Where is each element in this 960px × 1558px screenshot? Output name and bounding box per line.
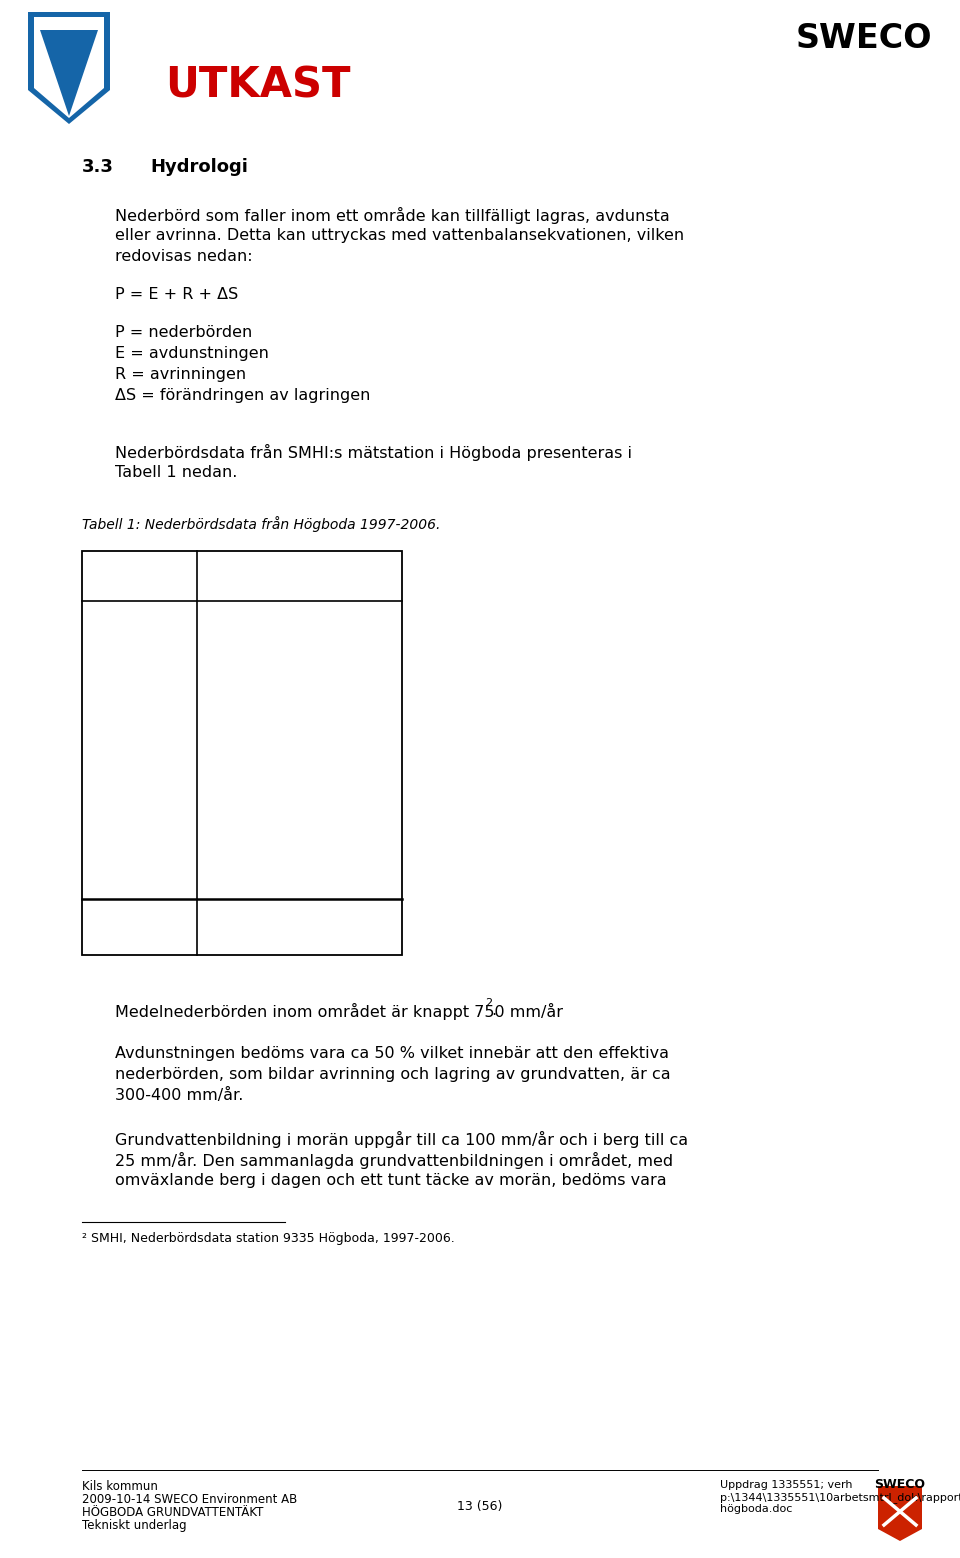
Text: ΔS = förändringen av lagringen: ΔS = förändringen av lagringen [115, 388, 371, 404]
Text: Tekniskt underlag: Tekniskt underlag [82, 1519, 186, 1532]
Text: E = avdunstningen: E = avdunstningen [115, 346, 269, 361]
Text: Uppdrag 1335551; verh: Uppdrag 1335551; verh [720, 1480, 852, 1489]
Text: SWECO: SWECO [796, 22, 932, 55]
Text: 726-741: 726-741 [265, 932, 334, 950]
Text: 3.3: 3.3 [82, 157, 114, 176]
Text: 2004: 2004 [90, 802, 132, 820]
Text: ² SMHI, Nederbördsdata station 9335 Högboda, 1997-2006.: ² SMHI, Nederbördsdata station 9335 Högb… [82, 1232, 455, 1245]
Text: 13 (56): 13 (56) [457, 1500, 503, 1513]
Text: R = avrinningen: R = avrinningen [115, 368, 246, 382]
Text: 1998: 1998 [90, 634, 132, 651]
Text: 2009-10-14 SWECO Environment AB: 2009-10-14 SWECO Environment AB [82, 1493, 298, 1507]
Text: 2005: 2005 [90, 830, 132, 848]
Text: P = E + R + ΔS: P = E + R + ΔS [115, 287, 238, 302]
Text: redovisas nedan:: redovisas nedan: [115, 249, 252, 263]
Text: Tabell 1: Nederbördsdata från Högboda 1997-2006.: Tabell 1: Nederbördsdata från Högboda 19… [82, 516, 441, 531]
Text: 1999: 1999 [90, 662, 132, 679]
Text: HÖGBODA GRUNDVATTENTÄKT: HÖGBODA GRUNDVATTENTÄKT [82, 1507, 263, 1519]
Text: Avdunstningen bedöms vara ca 50 % vilket innebär att den effektiva: Avdunstningen bedöms vara ca 50 % vilket… [115, 1045, 669, 1061]
Text: Kils kommun: Kils kommun [82, 1480, 157, 1493]
Text: 2000: 2000 [90, 690, 132, 707]
Text: .: . [491, 1003, 496, 1017]
Text: Årsmedel -: Årsmedel - [249, 564, 350, 583]
Text: Median: Median [90, 932, 151, 950]
Polygon shape [878, 1486, 922, 1541]
Text: 2003: 2003 [90, 774, 132, 791]
Text: 726: 726 [284, 746, 315, 763]
Text: Nederbördsdata från SMHI:s mätstation i Högboda presenteras i: Nederbördsdata från SMHI:s mätstation i … [115, 444, 632, 461]
Text: SWECO: SWECO [875, 1479, 925, 1491]
Text: 741: 741 [284, 858, 315, 876]
Text: 2: 2 [485, 999, 492, 1008]
Text: 2006: 2006 [90, 858, 132, 876]
Text: UTKAST: UTKAST [165, 64, 350, 106]
Text: 746: 746 [284, 904, 315, 922]
Text: 2001: 2001 [90, 718, 132, 735]
Text: nederbörd (mm): nederbörd (mm) [223, 583, 376, 600]
Text: nederbörden, som bildar avrinning och lagring av grundvatten, är ca: nederbörden, som bildar avrinning och la… [115, 1067, 671, 1081]
Text: Medel: Medel [90, 904, 140, 922]
Text: 300-400 mm/år.: 300-400 mm/år. [115, 1087, 244, 1103]
Text: Medelnederbörden inom området är knappt 750 mm/år: Medelnederbörden inom området är knappt … [115, 1003, 563, 1020]
Text: omväxlande berg i dagen och ett tunt täcke av morän, bedöms vara: omväxlande berg i dagen och ett tunt täc… [115, 1173, 666, 1189]
Text: högboda.doc: högboda.doc [720, 1503, 792, 1514]
Polygon shape [40, 30, 98, 115]
Text: År: År [90, 567, 111, 584]
Bar [82, 552, 402, 955]
Text: 1997: 1997 [90, 606, 132, 625]
Text: 692: 692 [284, 774, 315, 791]
Text: 878: 878 [284, 662, 315, 679]
Text: Nederbörd som faller inom ett område kan tillfälligt lagras, avdunsta: Nederbörd som faller inom ett område kan… [115, 207, 670, 224]
Text: 2002: 2002 [90, 746, 132, 763]
Text: eller avrinna. Detta kan uttryckas med vattenbalansekvationen, vilken: eller avrinna. Detta kan uttryckas med v… [115, 227, 684, 243]
Text: 765: 765 [284, 802, 315, 820]
Text: P = nederbörden: P = nederbörden [115, 326, 252, 340]
Polygon shape [28, 12, 110, 125]
Text: 1022: 1022 [278, 690, 321, 707]
Text: Grundvattenbildning i morän uppgår till ca 100 mm/år och i berg till ca: Grundvattenbildning i morän uppgår till … [115, 1131, 688, 1148]
Polygon shape [34, 17, 104, 118]
Text: 25 mm/år. Den sammanlagda grundvattenbildningen i området, med: 25 mm/år. Den sammanlagda grundvattenbil… [115, 1151, 673, 1168]
Text: 689: 689 [284, 606, 315, 625]
Text: p:\1344\1335551\10arbetsmtrl_dok\rapporter\högboda\tu: p:\1344\1335551\10arbetsmtrl_dok\rapport… [720, 1493, 960, 1503]
Text: 508: 508 [284, 830, 315, 848]
Text: Tabell 1 nedan.: Tabell 1 nedan. [115, 464, 237, 480]
Text: Hydrologi: Hydrologi [150, 157, 248, 176]
Text: 750: 750 [284, 634, 315, 651]
Text: 690: 690 [284, 718, 315, 735]
